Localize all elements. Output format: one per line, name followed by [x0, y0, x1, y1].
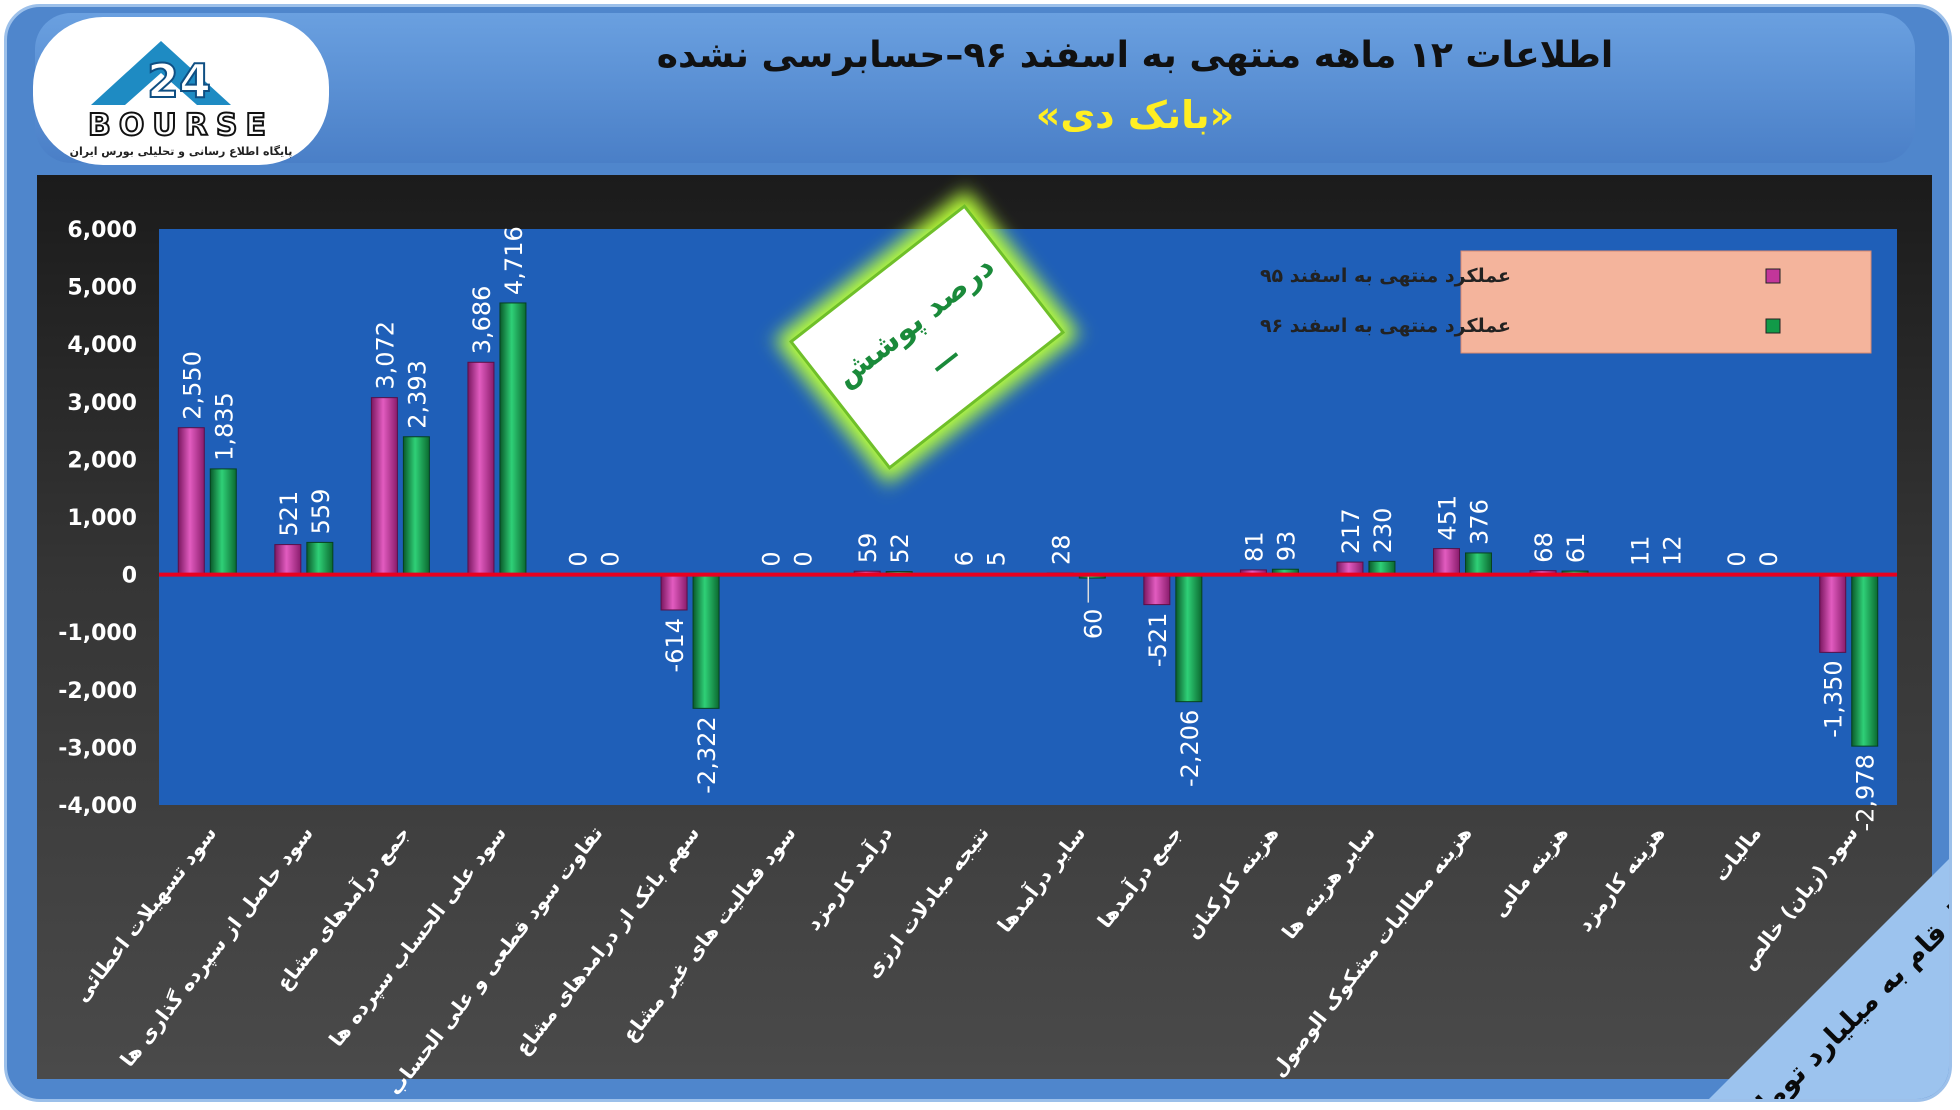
- category-label: هزینه مالی: [1487, 821, 1573, 921]
- bar: [467, 361, 495, 576]
- category-label: سود علی الحساب سپرده ها: [324, 821, 512, 1051]
- data-label: -2,978: [1852, 754, 1880, 831]
- y-tick-label: 2,000: [67, 448, 137, 473]
- category-label: سود حاصل از سپرده گذاری ها: [115, 821, 318, 1072]
- y-tick-label: -1,000: [58, 621, 137, 646]
- y-tick-label: 6,000: [67, 218, 137, 243]
- data-label: 61: [1562, 533, 1590, 564]
- data-label: 217: [1337, 508, 1365, 554]
- data-label: 559: [307, 489, 335, 535]
- category-label: درآمد کارمزد: [800, 821, 897, 935]
- data-label: 0: [1723, 551, 1751, 566]
- page-title: اطلاعات ۱۲ ماهه منتهی به اسفند ۹۶–حسابرس…: [656, 35, 1614, 76]
- y-tick-label: 1,000: [67, 506, 137, 531]
- category-label: هزینه مطالبات مشکوک الوصول: [1266, 821, 1476, 1081]
- y-tick-label: -4,000: [58, 794, 137, 819]
- bar: [177, 427, 205, 576]
- data-label: 376: [1466, 499, 1494, 545]
- data-label: -2,322: [693, 716, 721, 793]
- legend: [1460, 250, 1872, 354]
- y-tick-label: -2,000: [58, 679, 137, 704]
- data-label: 0: [597, 551, 625, 566]
- data-label: 2,393: [403, 360, 431, 429]
- page-subtitle: «بانک دی»: [1035, 93, 1235, 137]
- bar: [692, 574, 720, 709]
- data-label: 451: [1434, 495, 1462, 541]
- category-label: سایر هزینه ها: [1277, 821, 1380, 943]
- category-label: جمع درآمدها: [1092, 821, 1187, 933]
- bar: [306, 541, 334, 576]
- bar: [402, 436, 430, 576]
- legend-label: عملکرد منتهی به اسفند ۹۵: [1260, 265, 1511, 287]
- data-label: -614: [661, 618, 689, 672]
- data-label: -2,206: [1176, 710, 1204, 787]
- coverage-card: [788, 204, 1066, 470]
- coverage-badge: درصد پوشش—: [774, 189, 1080, 485]
- unit-stamp: ارقام به میلیارد تومان: [1709, 859, 1949, 1099]
- header-banner: اطلاعات ۱۲ ماهه منتهی به اسفند ۹۶–حسابرس…: [35, 13, 1915, 163]
- bar: [1819, 574, 1847, 653]
- bar-chart: 6,000 5,000 4,000 3,000 2,000 1,000 0 -1,000 -2,…: [58, 189, 1897, 1099]
- bar: [1465, 552, 1492, 576]
- bar: [1143, 574, 1171, 606]
- legend-swatch: [1765, 268, 1781, 284]
- data-label: -1,350: [1820, 660, 1848, 737]
- data-label: 0: [790, 551, 818, 566]
- data-label: 60: [1079, 609, 1107, 640]
- data-label: 52: [886, 533, 914, 564]
- legend-label: عملکرد منتهی به اسفند ۹۶: [1260, 315, 1511, 337]
- legend-swatch: [1765, 318, 1781, 334]
- data-label: 5: [983, 551, 1011, 566]
- data-label: 0: [1755, 551, 1783, 566]
- data-label: 68: [1530, 532, 1558, 563]
- data-label: 0: [565, 551, 593, 566]
- y-tick-label: 4,000: [67, 333, 137, 358]
- category-label: سود فعالیت های غیر مشاع: [617, 821, 800, 1046]
- data-label: 0: [758, 551, 786, 566]
- bourse-logo: 24 BOURSE پایگاه اطلاع رسانی و تحلیلی بو…: [33, 17, 329, 165]
- bar: [370, 397, 398, 576]
- bar: [1433, 548, 1460, 576]
- data-label: 3,686: [468, 286, 496, 355]
- data-label: 521: [275, 491, 303, 537]
- bar: [1175, 574, 1203, 703]
- data-label: 12: [1659, 535, 1687, 566]
- data-label: 1,835: [210, 392, 238, 461]
- bar: [660, 574, 688, 611]
- svg-text:24: 24: [147, 54, 211, 108]
- category-label: تفاوت سود قطعی و علی الحساب: [383, 821, 608, 1099]
- y-tick-label: 5,000: [67, 276, 137, 301]
- data-label: 28: [1047, 534, 1075, 565]
- bar: [499, 302, 527, 576]
- logo-tagline: پایگاه اطلاع رسانی و تحلیلی بورس ایران: [70, 145, 293, 158]
- data-label: 3,072: [371, 321, 399, 390]
- data-label: 11: [1627, 535, 1655, 566]
- bar: [274, 544, 302, 576]
- category-label: سهم بانک از درامدهای مشاع: [510, 821, 704, 1060]
- category-label: هزینه کارکنان: [1181, 821, 1284, 943]
- y-tick-label: -3,000: [58, 736, 137, 761]
- data-label: 2,550: [178, 351, 206, 420]
- bar: [1851, 574, 1879, 747]
- bar: [209, 468, 237, 576]
- data-label: -521: [1144, 613, 1172, 667]
- data-label: 6: [951, 551, 979, 566]
- chart-frame: اطلاعات ۱۲ ماهه منتهی به اسفند ۹۶–حسابرس…: [4, 4, 1952, 1102]
- data-label: 4,716: [500, 226, 528, 295]
- category-label: سایر درآمدها: [992, 821, 1091, 937]
- logo-brand-text: BOURSE: [88, 108, 274, 143]
- y-tick-label: 0: [122, 564, 137, 589]
- data-label: 81: [1240, 531, 1268, 562]
- data-label: 93: [1272, 531, 1300, 562]
- data-label: 59: [854, 533, 882, 564]
- category-label: هزینه کارمزد: [1573, 821, 1670, 936]
- data-label: 230: [1369, 508, 1397, 554]
- y-tick-label: 3,000: [67, 391, 137, 416]
